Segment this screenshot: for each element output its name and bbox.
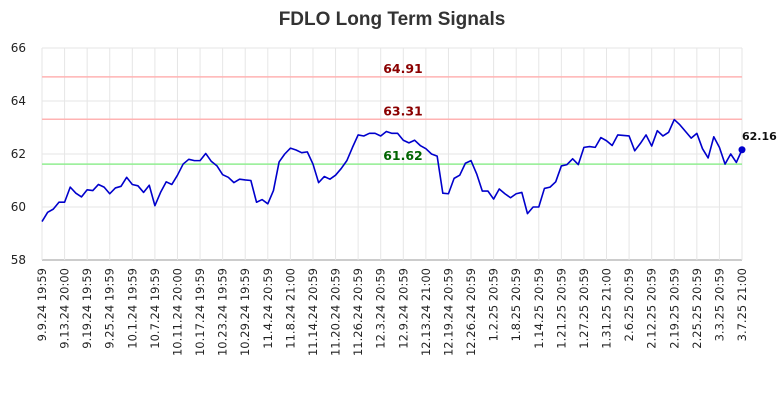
x-tick-label: 1.31.25 21:00: [600, 268, 614, 349]
y-tick-label: 64: [11, 94, 26, 108]
series-line: [41, 118, 743, 222]
x-tick-label: 3.7.25 21:00: [735, 268, 749, 341]
x-tick-label: 11.20.24 20:59: [329, 268, 343, 356]
y-tick-label: 58: [11, 253, 26, 267]
x-tick-label: 10.11.24 20:00: [170, 268, 184, 356]
x-tick-label: 9.13.24 20:00: [58, 268, 72, 349]
reference-line-label: 64.91: [383, 61, 423, 76]
x-tick-label: 2.12.25 20:59: [645, 268, 659, 349]
x-tick-label: 12.13.24 21:00: [419, 268, 433, 356]
reference-line-label: 63.31: [383, 103, 423, 118]
x-tick-label: 10.29.24 19:59: [238, 268, 252, 356]
x-tick-label: 10.23.24 19:59: [216, 268, 230, 356]
x-tick-label: 9.19.24 19:59: [80, 268, 94, 349]
reference-line-label: 61.62: [383, 148, 423, 163]
x-tick-label: 12.9.24 20:59: [396, 268, 410, 349]
x-tick-label: 10.1.24 19:59: [125, 268, 139, 349]
x-tick-label: 11.8.24 21:00: [283, 268, 297, 349]
x-tick-label: 12.26.24 20:59: [464, 268, 478, 356]
x-tick-label: 12.19.24 20:59: [441, 268, 455, 356]
x-tick-label: 9.25.24 19:59: [103, 268, 117, 349]
x-tick-label: 2.19.25 20:59: [667, 268, 681, 349]
y-axis: 58 60 62 64 66: [11, 41, 26, 267]
x-tick-label: 11.26.24 20:59: [351, 268, 365, 356]
last-point-marker: [738, 146, 746, 154]
grid: [41, 47, 743, 261]
x-tick-label: 2.25.25 20:59: [690, 268, 704, 349]
x-tick-label: 11.14.24 20:59: [306, 268, 320, 356]
y-tick-label: 60: [11, 200, 26, 214]
x-axis: 9.9.24 19:59 9.13.24 20:00 9.19.24 19:59 9.…: [35, 268, 749, 356]
x-tick-label: 2.6.25 20:59: [622, 268, 636, 341]
x-tick-label: 12.3.24 20:59: [374, 268, 388, 349]
x-tick-label: 1.14.25 20:59: [532, 268, 546, 349]
y-tick-label: 62: [11, 147, 26, 161]
chart-title: FDLO Long Term Signals: [279, 9, 506, 30]
series-layer: 62.16: [41, 118, 777, 222]
x-tick-label: 1.8.25 20:59: [509, 268, 523, 341]
reference-lines: 64.91 63.31 61.62: [42, 61, 742, 165]
x-tick-label: 3.3.25 20:59: [712, 268, 726, 341]
x-tick-label: 1.21.25 20:59: [554, 268, 568, 349]
x-tick-label: 1.2.25 20:59: [487, 268, 501, 341]
last-value-label: 62.16: [742, 130, 777, 143]
x-tick-label: 10.17.24 19:59: [193, 268, 207, 356]
x-tick-label: 9.9.24 19:59: [35, 268, 49, 341]
x-tick-label: 1.27.25 20:59: [577, 268, 591, 349]
x-tick-label: 10.7.24 19:59: [148, 268, 162, 349]
y-tick-label: 66: [11, 41, 26, 55]
x-tick-label: 11.4.24 20:59: [261, 268, 275, 349]
